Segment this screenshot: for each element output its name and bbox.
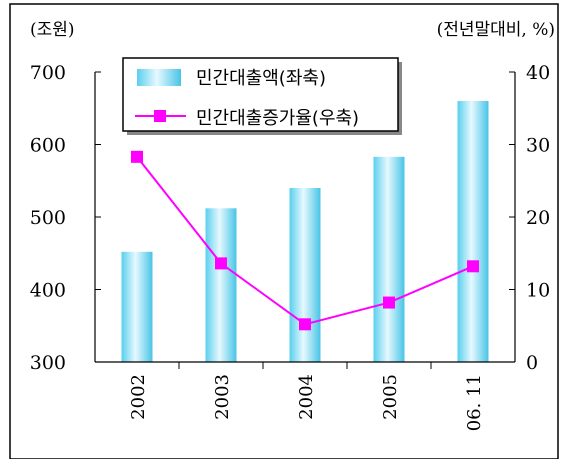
right-tick-label: 20 <box>526 207 550 229</box>
left-tick-label: 300 <box>30 352 66 374</box>
right-tick-label: 40 <box>526 62 550 84</box>
x-tick-label: 2003 <box>212 374 233 420</box>
bar-2005 <box>373 156 405 362</box>
plot-area: 300 400 500 600 700 0 10 20 30 40 2002 2003 2004 2005… <box>30 62 550 431</box>
x-tick-label: 2004 <box>296 374 317 420</box>
bar-2003 <box>205 208 237 362</box>
right-tick-label: 0 <box>526 352 538 374</box>
x-tick-label: 2005 <box>380 374 401 420</box>
legend-line-marker <box>154 110 166 122</box>
bar-2002 <box>121 251 153 362</box>
right-axis-unit: (전년말대비, %) <box>437 20 555 40</box>
left-tick-label: 500 <box>30 207 66 229</box>
growth-point-06. 11 <box>467 260 479 273</box>
bar-06. 11 <box>457 101 489 362</box>
legend-label-bar: 민간대출액(좌축) <box>196 68 326 89</box>
left-tick-label: 700 <box>30 62 66 84</box>
x-tick-label: 2002 <box>128 374 149 420</box>
legend-label-line: 민간대출증가율(우축) <box>196 108 359 129</box>
left-axis-unit: (조원) <box>30 20 75 40</box>
x-tick-label: 06. 11 <box>464 374 485 431</box>
left-tick-label: 600 <box>30 135 66 157</box>
growth-point-2004 <box>299 318 311 331</box>
bar-2004 <box>289 188 321 362</box>
right-tick-label: 30 <box>526 135 550 157</box>
legend-bar-swatch <box>137 69 181 86</box>
legend: 민간대출액(좌축) 민간대출증가율(우축) <box>122 57 402 135</box>
growth-point-2002 <box>131 150 143 163</box>
left-tick-label: 400 <box>30 280 66 302</box>
right-tick-label: 10 <box>526 280 550 302</box>
growth-point-2003 <box>215 257 227 270</box>
growth-point-2005 <box>383 296 395 309</box>
